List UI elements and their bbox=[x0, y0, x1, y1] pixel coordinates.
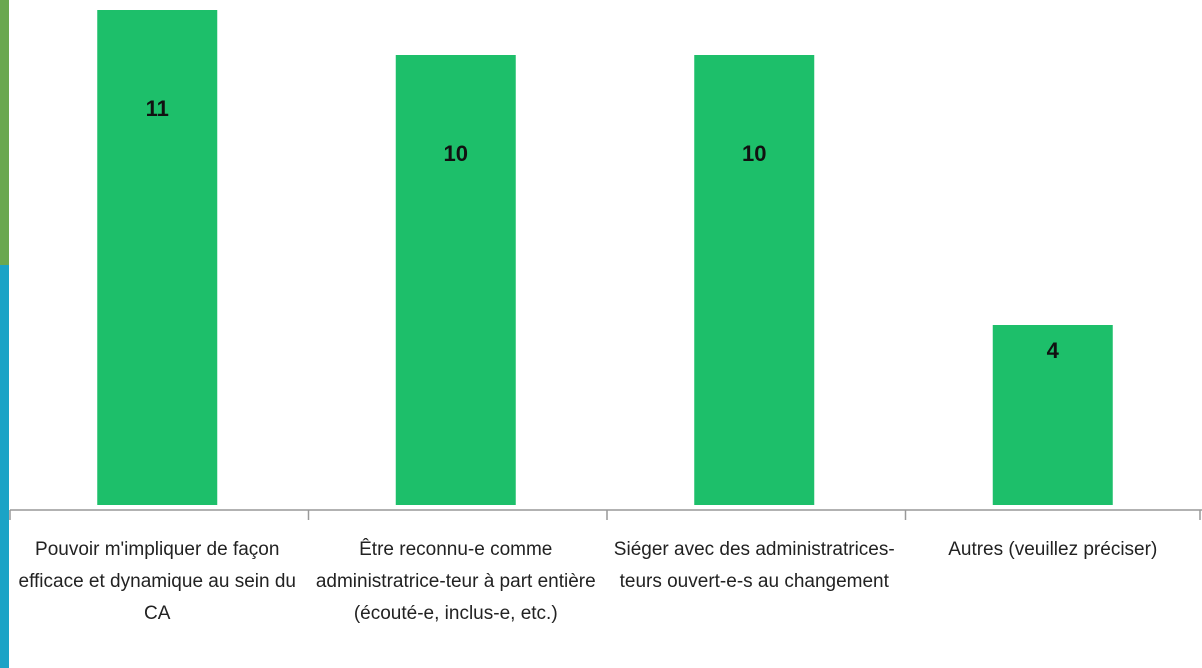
x-tick-label: Être reconnu-e comme administratrice-teu… bbox=[315, 539, 596, 624]
value-label: 10 bbox=[742, 141, 766, 166]
value-label: 4 bbox=[1047, 338, 1060, 363]
bar bbox=[694, 55, 815, 505]
value-label: 11 bbox=[146, 96, 169, 121]
edge-strip bbox=[0, 265, 9, 668]
x-tick-label: Siéger avec des administratrices-teurs o… bbox=[613, 539, 895, 592]
edge-strip bbox=[0, 0, 9, 265]
value-label: 10 bbox=[444, 141, 468, 166]
x-tick-label: Autres (veuillez préciser) bbox=[948, 539, 1158, 560]
bar bbox=[395, 55, 516, 505]
bar bbox=[97, 10, 218, 505]
x-tick-label: Pouvoir m'impliquer de façon efficace et… bbox=[18, 539, 296, 624]
bar bbox=[992, 325, 1113, 505]
